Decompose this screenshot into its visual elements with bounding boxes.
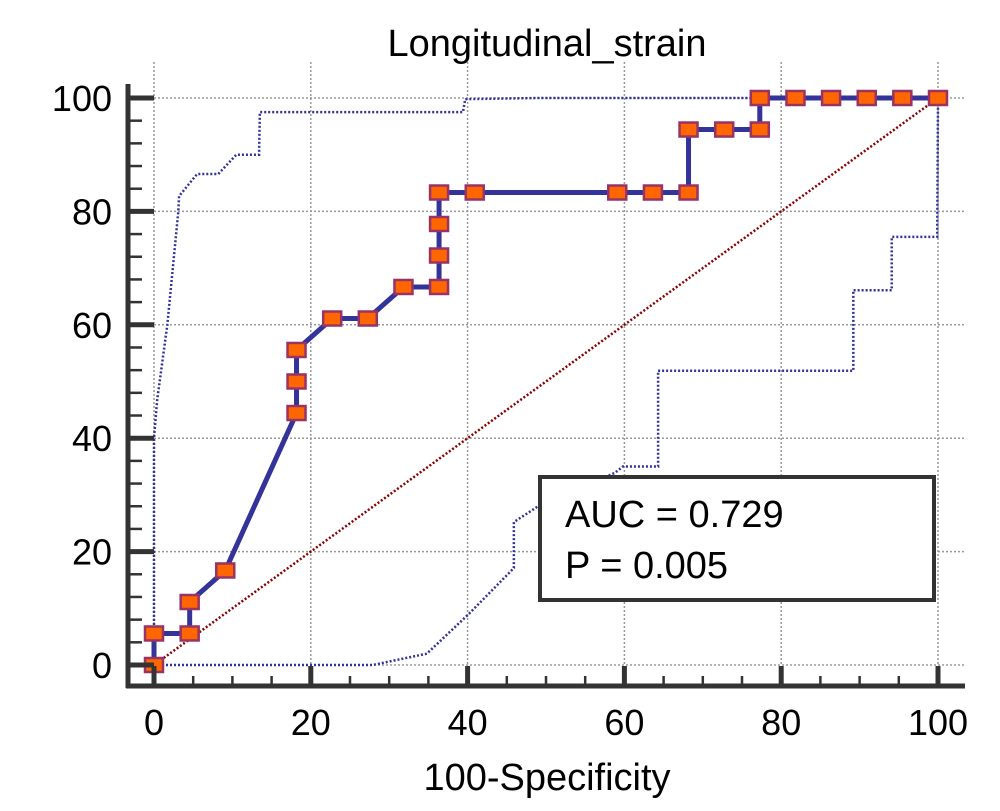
roc-point-marker: [678, 121, 699, 138]
tick-labels: 0 20 40 60 80 100 0 20 40 60 80 100: [52, 78, 968, 743]
curves: [151, 95, 940, 667]
roc-point-marker: [321, 310, 343, 327]
roc-point-marker: [143, 625, 165, 642]
y-tick-label: 0: [92, 645, 112, 686]
annotation-box: AUC = 0.729 P = 0.005: [538, 475, 936, 602]
roc-point-marker: [428, 184, 450, 201]
roc-point-marker: [215, 562, 236, 579]
reference-diagonal-line: [153, 96, 939, 667]
roc-point-marker: [927, 89, 949, 107]
roc-point-marker: [428, 247, 450, 264]
markers: [143, 89, 949, 674]
annotation-frame: [538, 475, 936, 602]
roc-point-marker: [749, 121, 771, 138]
roc-point-marker: [428, 215, 450, 233]
lower-ci-curve: [154, 97, 940, 667]
roc-point-marker: [179, 593, 200, 611]
roc-point-marker: [286, 404, 307, 422]
roc-point-marker: [286, 373, 307, 390]
roc-point-marker: [428, 278, 450, 296]
roc-point-marker: [820, 89, 842, 107]
chart-title: Longitudinal_strain: [387, 23, 706, 65]
p-value-label: P = 0.005: [565, 545, 728, 587]
y-tick-label: 40: [72, 418, 112, 459]
x-axis-label: 100-Specificity: [423, 757, 670, 799]
roc-point-marker: [678, 184, 699, 201]
roc-point-marker: [856, 89, 877, 107]
auc-label: AUC = 0.729: [565, 494, 784, 536]
roc-point-marker: [607, 184, 628, 201]
y-tick-label: 100: [52, 78, 112, 119]
roc-point-marker: [357, 310, 379, 327]
roc-point-marker: [892, 89, 913, 107]
x-tick-label: 100: [908, 702, 968, 743]
roc-point-marker: [464, 184, 485, 201]
roc-point-marker: [785, 89, 806, 107]
x-tick-label: 60: [604, 702, 644, 743]
x-tick-label: 0: [144, 702, 164, 743]
roc-point-marker: [713, 121, 735, 138]
roc-point-marker: [749, 89, 771, 107]
x-tick-label: 20: [291, 702, 331, 743]
x-tick-label: 40: [448, 702, 488, 743]
y-tick-label: 20: [72, 532, 112, 573]
y-tick-label: 60: [72, 305, 112, 346]
roc-point-marker: [393, 278, 414, 296]
roc-point-marker: [642, 184, 664, 201]
roc-point-marker: [286, 341, 307, 359]
roc-point-marker: [179, 625, 200, 642]
axes: [125, 84, 965, 689]
y-tick-label: 80: [72, 191, 112, 232]
x-tick-label: 80: [761, 702, 801, 743]
roc-curve: [151, 95, 938, 665]
